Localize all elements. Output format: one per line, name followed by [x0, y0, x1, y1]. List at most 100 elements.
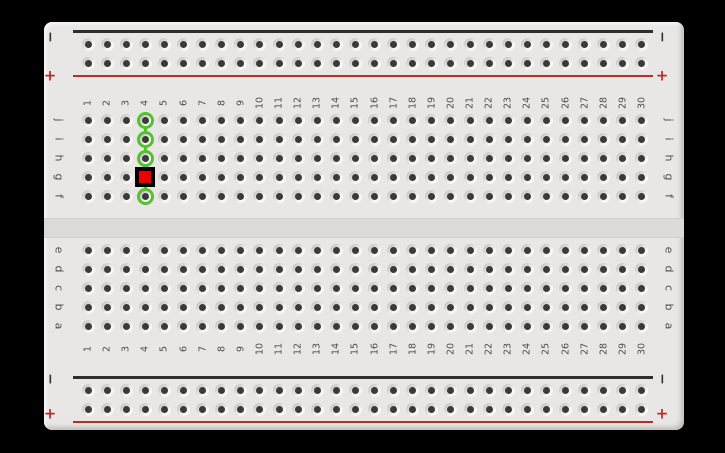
breadboard-hole[interactable]: [387, 281, 401, 295]
power-rail-hole[interactable]: [463, 56, 477, 70]
breadboard-hole[interactable]: [329, 113, 343, 127]
power-rail-hole[interactable]: [100, 37, 114, 51]
power-rail-hole[interactable]: [196, 56, 210, 70]
breadboard-hole[interactable]: [272, 113, 286, 127]
power-rail-hole[interactable]: [444, 402, 458, 416]
breadboard-hole[interactable]: [177, 319, 190, 333]
power-rail-hole[interactable]: [482, 56, 496, 70]
breadboard-hole[interactable]: [387, 189, 401, 203]
breadboard-hole[interactable]: [425, 132, 439, 146]
breadboard-hole[interactable]: [215, 170, 229, 184]
breadboard-hole[interactable]: [157, 319, 171, 333]
breadboard-hole[interactable]: [196, 189, 210, 203]
power-rail-hole[interactable]: [253, 402, 267, 416]
breadboard-hole[interactable]: [578, 300, 592, 314]
breadboard-hole[interactable]: [387, 132, 401, 146]
breadboard-hole[interactable]: [81, 189, 95, 203]
breadboard-hole[interactable]: [348, 189, 362, 203]
breadboard-hole[interactable]: [81, 151, 95, 165]
breadboard-hole[interactable]: [406, 243, 420, 257]
breadboard-hole[interactable]: [177, 151, 190, 165]
breadboard-hole[interactable]: [425, 170, 439, 184]
power-rail-hole[interactable]: [177, 383, 190, 397]
power-rail-hole[interactable]: [520, 56, 534, 70]
breadboard-hole[interactable]: [444, 300, 458, 314]
breadboard-hole[interactable]: [482, 189, 496, 203]
power-rail-hole[interactable]: [635, 383, 649, 397]
power-rail-hole[interactable]: [329, 37, 343, 51]
power-rail-hole[interactable]: [310, 56, 324, 70]
breadboard-hole[interactable]: [520, 132, 534, 146]
breadboard-hole[interactable]: [272, 319, 286, 333]
power-rail-hole[interactable]: [177, 37, 190, 51]
breadboard-hole[interactable]: [501, 262, 515, 276]
breadboard-hole[interactable]: [559, 262, 572, 276]
breadboard-hole[interactable]: [406, 151, 420, 165]
breadboard-hole[interactable]: [616, 189, 630, 203]
breadboard-hole[interactable]: [539, 132, 553, 146]
breadboard-hole[interactable]: [578, 151, 592, 165]
breadboard-hole[interactable]: [368, 281, 381, 295]
breadboard-hole[interactable]: [368, 113, 381, 127]
power-rail-hole[interactable]: [520, 37, 534, 51]
power-rail-hole[interactable]: [597, 56, 611, 70]
breadboard-hole[interactable]: [348, 243, 362, 257]
breadboard-hole[interactable]: [463, 151, 477, 165]
breadboard-hole[interactable]: [635, 262, 649, 276]
breadboard-hole[interactable]: [253, 132, 267, 146]
breadboard-hole[interactable]: [578, 243, 592, 257]
power-rail-hole[interactable]: [463, 37, 477, 51]
breadboard-hole[interactable]: [100, 189, 114, 203]
power-rail-hole[interactable]: [559, 383, 572, 397]
breadboard-hole[interactable]: [310, 300, 324, 314]
breadboard-hole[interactable]: [444, 170, 458, 184]
breadboard-hole[interactable]: [406, 300, 420, 314]
breadboard-hole[interactable]: [119, 319, 133, 333]
breadboard-hole[interactable]: [520, 319, 534, 333]
breadboard-hole[interactable]: [119, 189, 133, 203]
power-rail-hole[interactable]: [463, 402, 477, 416]
breadboard-hole[interactable]: [425, 319, 439, 333]
breadboard-hole[interactable]: [234, 300, 248, 314]
breadboard-hole[interactable]: [597, 243, 611, 257]
breadboard-hole[interactable]: [463, 113, 477, 127]
power-rail-hole[interactable]: [310, 402, 324, 416]
power-rail-hole[interactable]: [406, 383, 420, 397]
breadboard-hole[interactable]: [291, 243, 305, 257]
power-rail-hole[interactable]: [291, 383, 305, 397]
breadboard-hole[interactable]: [272, 281, 286, 295]
breadboard-hole[interactable]: [348, 151, 362, 165]
power-rail-hole[interactable]: [157, 56, 171, 70]
breadboard-hole[interactable]: [119, 113, 133, 127]
breadboard-hole[interactable]: [291, 319, 305, 333]
breadboard-hole[interactable]: [138, 319, 152, 333]
breadboard-hole[interactable]: [616, 113, 630, 127]
power-rail-hole[interactable]: [520, 402, 534, 416]
breadboard-hole[interactable]: [578, 113, 592, 127]
breadboard-hole[interactable]: [559, 189, 572, 203]
power-rail-hole[interactable]: [310, 37, 324, 51]
breadboard-hole[interactable]: [463, 300, 477, 314]
breadboard-hole[interactable]: [368, 132, 381, 146]
breadboard-hole[interactable]: [329, 300, 343, 314]
breadboard-hole[interactable]: [597, 262, 611, 276]
power-rail-hole[interactable]: [444, 383, 458, 397]
breadboard-hole[interactable]: [444, 113, 458, 127]
power-rail-hole[interactable]: [501, 402, 515, 416]
breadboard-hole[interactable]: [215, 243, 229, 257]
breadboard-hole[interactable]: [177, 281, 190, 295]
power-rail-hole[interactable]: [616, 383, 630, 397]
breadboard-hole[interactable]: [520, 113, 534, 127]
breadboard-hole[interactable]: [635, 170, 649, 184]
breadboard-hole[interactable]: [425, 281, 439, 295]
breadboard-hole[interactable]: [482, 319, 496, 333]
breadboard-hole[interactable]: [253, 243, 267, 257]
power-rail-hole[interactable]: [234, 402, 248, 416]
power-rail-hole[interactable]: [539, 402, 553, 416]
power-rail-hole[interactable]: [253, 383, 267, 397]
power-rail-hole[interactable]: [329, 383, 343, 397]
breadboard-hole[interactable]: [348, 281, 362, 295]
power-rail-hole[interactable]: [348, 402, 362, 416]
power-rail-hole[interactable]: [520, 383, 534, 397]
breadboard-hole[interactable]: [157, 281, 171, 295]
